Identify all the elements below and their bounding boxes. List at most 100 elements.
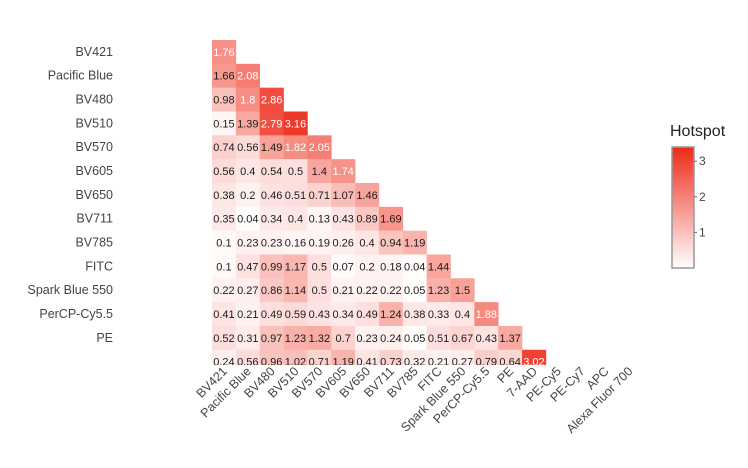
- cell-value-label: 0.21: [428, 357, 449, 369]
- cell-value-label: 1.23: [428, 285, 449, 297]
- y-tick-label: BV785: [75, 236, 113, 250]
- cell-value-label: 2.08: [237, 71, 258, 83]
- heatmap-cell: [235, 349, 260, 365]
- heatmap-cell: [235, 182, 260, 208]
- cell-value-label: 0.27: [237, 285, 258, 297]
- cell-value-label: 0.19: [309, 238, 330, 250]
- heatmap-cell: [212, 302, 237, 327]
- cell-value-label: 0.4: [240, 166, 255, 178]
- cell-value-label: 0.18: [380, 261, 401, 273]
- cell-value-label: 0.99: [261, 261, 282, 273]
- cell-value-label: 0.15: [213, 118, 234, 130]
- heatmap-cell: [402, 349, 427, 365]
- heatmap-cell: [283, 325, 308, 351]
- heatmap-cell: [259, 230, 284, 255]
- cell-value-label: 0.27: [452, 357, 473, 369]
- cell-value-label: 0.13: [309, 214, 330, 226]
- heatmap-cell: [235, 206, 260, 231]
- heatmap-cell: [426, 325, 451, 351]
- heatmap-cell: [212, 63, 237, 88]
- y-tick-label: BV711: [76, 212, 113, 226]
- heatmap-cell: [331, 254, 356, 279]
- cell-value-label: 0.74: [213, 142, 234, 154]
- cell-value-label: 0.49: [356, 309, 377, 321]
- cell-value-label: 0.46: [261, 190, 282, 202]
- heatmap-cell: [355, 254, 380, 279]
- cell-value-label: 0.07: [332, 261, 353, 273]
- heatmap-cell: [355, 302, 380, 327]
- heatmap-cell: [355, 325, 380, 351]
- heatmap-cell: [474, 325, 499, 351]
- heatmap-cell: [307, 159, 332, 184]
- cell-value-label: 0.1: [216, 261, 231, 273]
- cell-value-label: 0.41: [356, 357, 377, 369]
- cell-value-label: 0.31: [237, 333, 258, 345]
- heatmap-cell: [259, 159, 284, 184]
- heatmap-cell: [355, 182, 380, 208]
- cell-value-label: 0.5: [288, 166, 303, 178]
- heatmap-cell: [212, 349, 237, 365]
- cell-value-label: 2.79: [261, 118, 282, 130]
- cell-value-label: 0.56: [237, 357, 258, 369]
- cell-value-label: 0.71: [309, 357, 330, 369]
- heatmap-cell: [378, 278, 404, 303]
- heatmap-cell: [283, 111, 308, 136]
- heatmap-cell: [474, 302, 499, 327]
- heatmap-cell: [259, 206, 284, 231]
- cell-value-label: 0.32: [404, 357, 425, 369]
- heatmap-cell: [307, 302, 332, 327]
- heatmap-cell: [235, 87, 260, 112]
- heatmap-cell: [474, 349, 499, 365]
- cell-value-label: 1.17: [285, 261, 306, 273]
- cell-value-label: 1.88: [476, 309, 497, 321]
- heatmap-cell: [378, 302, 404, 327]
- heatmap-cell: [259, 302, 284, 327]
- heatmap-cell: [283, 182, 308, 208]
- legend-tick-label: 2: [699, 190, 706, 204]
- heatmap-cell: [307, 182, 332, 208]
- cell-value-label: 1.82: [285, 142, 306, 154]
- heatmap-cell: [259, 278, 284, 303]
- cell-value-label: 0.67: [452, 333, 473, 345]
- cell-value-label: 0.97: [261, 333, 282, 345]
- cell-value-label: 1.19: [404, 238, 425, 250]
- heatmap-cell: [283, 254, 308, 279]
- heatmap-cell: [331, 159, 356, 184]
- y-axis-labels: BV421 Pacific Blue BV480 BV510 BV570 BV605 BV6…: [28, 45, 114, 345]
- heatmap-cell: [402, 230, 427, 255]
- heatmap-cell: [402, 325, 427, 351]
- heatmap-cell: [307, 135, 332, 160]
- y-tick-label: Spark Blue 550: [28, 283, 114, 297]
- heatmap-cell: [402, 254, 427, 279]
- y-tick-label: BV421: [75, 45, 113, 59]
- heatmap-cell: [331, 278, 356, 303]
- cell-value-label: 0.4: [455, 309, 470, 321]
- cell-value-label: 1.23: [285, 333, 306, 345]
- cell-value-label: 0.05: [404, 333, 425, 345]
- cell-value-label: 2.86: [261, 95, 282, 107]
- heatmap-cell: [378, 254, 404, 279]
- y-tick-label: Pacific Blue: [48, 69, 113, 83]
- cell-value-label: 1.46: [356, 190, 377, 202]
- cell-value-label: 0.41: [213, 309, 234, 321]
- heatmap-cell: [212, 159, 237, 184]
- cell-value-label: 0.54: [261, 166, 282, 178]
- heatmap-cell: [259, 135, 284, 160]
- cell-value-label: 1.44: [428, 261, 449, 273]
- heatmap-cell: [212, 182, 237, 208]
- cell-value-label: 0.4: [359, 238, 374, 250]
- heatmap-cell: [307, 325, 332, 351]
- heatmap-cell: [212, 206, 237, 231]
- heatmap-cell: [283, 349, 308, 365]
- heatmap-cell: [331, 182, 356, 208]
- cell-value-label: 0.04: [404, 261, 425, 273]
- cell-value-label: 0.24: [213, 357, 234, 369]
- cell-value-label: 0.23: [237, 238, 258, 250]
- cell-value-label: 0.43: [476, 333, 497, 345]
- cell-value-label: 1.37: [499, 333, 520, 345]
- heatmap-cell: [212, 87, 237, 112]
- cell-value-label: 0.56: [213, 166, 234, 178]
- cell-value-label: 0.43: [309, 309, 330, 321]
- cell-value-label: 1.8: [240, 95, 255, 107]
